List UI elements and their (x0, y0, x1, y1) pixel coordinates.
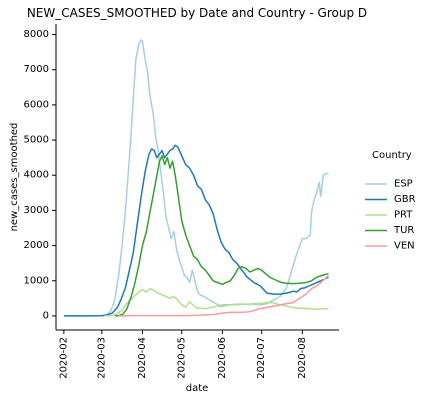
x-tick-label: 2020-02 (58, 337, 69, 379)
x-axis-label: date (186, 383, 209, 394)
series-line-tur (114, 155, 329, 317)
legend-item-gbr: GBR (365, 194, 416, 205)
x-axis-ticks: 2020-02 2020-03 2020-04 2020-05 2020-06 2020-… (58, 330, 308, 379)
y-axis-label: new_cases_smoothed (9, 123, 20, 232)
x-tick-label: 2020-03 (96, 337, 107, 379)
series-line-ven (118, 274, 330, 317)
legend-item-prt: PRT (365, 210, 413, 221)
y-tick-label: 5000 (24, 135, 49, 146)
y-tick-label: 4000 (24, 170, 49, 181)
x-tick-label: 2020-06 (217, 337, 228, 379)
x-tick-label: 2020-05 (176, 337, 187, 379)
legend-item-ven: VEN (365, 241, 415, 252)
y-tick-label: 2000 (24, 240, 49, 251)
series-line-prt (104, 287, 329, 317)
series-line-esp (63, 39, 329, 317)
chart-title: NEW_CASES_SMOOTHED by Date and Country -… (27, 6, 367, 20)
x-tick-label: 2020-08 (297, 337, 308, 379)
legend-label: PRT (394, 210, 413, 221)
legend: Country ESP GBR PRT TUR VEN (365, 150, 416, 252)
x-tick-label: 2020-07 (256, 337, 267, 379)
y-tick-label: 8000 (24, 29, 49, 40)
x-tick-label: 2020-04 (137, 337, 148, 379)
legend-label: TUR (393, 225, 414, 236)
y-tick-label: 3000 (24, 205, 49, 216)
legend-label: ESP (394, 179, 413, 190)
series-lines (63, 39, 330, 317)
y-axis-ticks: 0 1000 2000 3000 4000 5000 6000 7000 8000 (24, 29, 56, 321)
y-tick-label: 7000 (24, 64, 49, 75)
legend-label: GBR (394, 194, 416, 205)
series-line-gbr (63, 144, 329, 317)
legend-title: Country (372, 150, 412, 161)
legend-item-esp: ESP (365, 179, 413, 190)
y-tick-label: 0 (43, 310, 49, 321)
y-tick-label: 6000 (24, 99, 49, 110)
y-tick-label: 1000 (24, 275, 49, 286)
legend-label: VEN (394, 241, 415, 252)
legend-item-tur: TUR (365, 225, 414, 236)
